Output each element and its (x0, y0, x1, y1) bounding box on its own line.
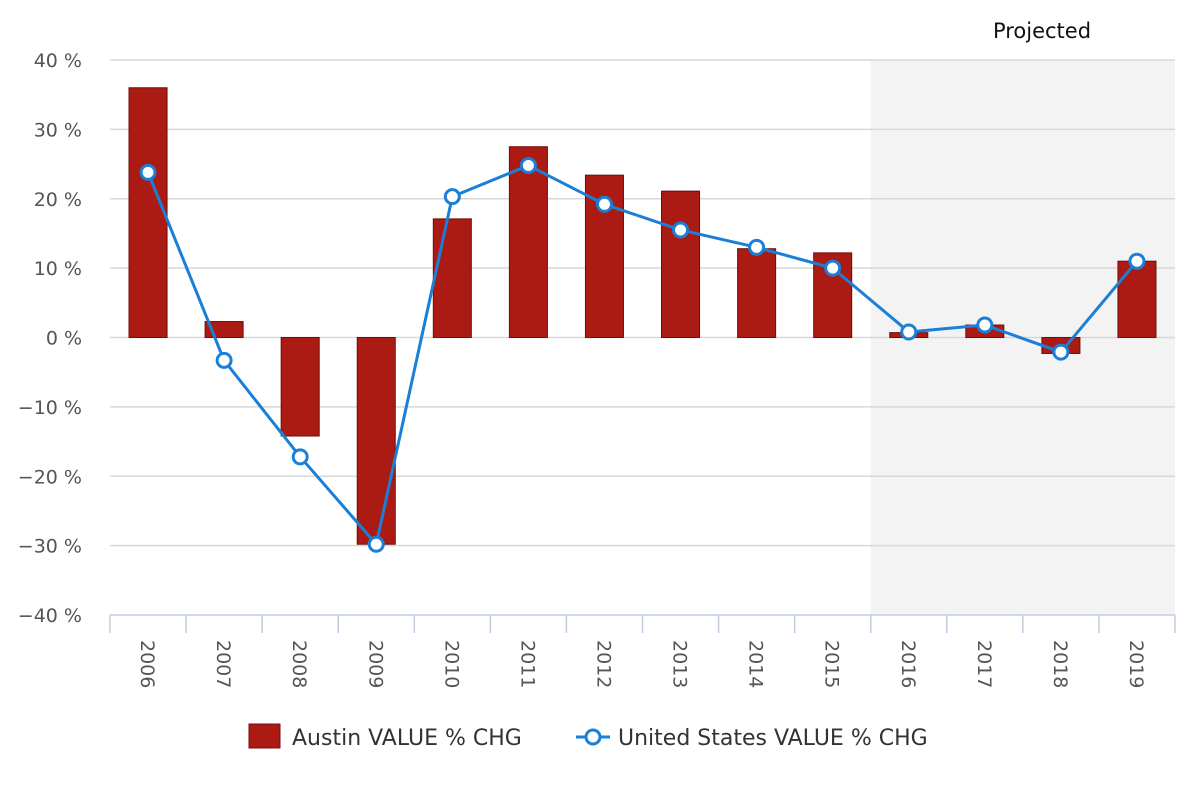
point-us-2016[interactable] (900, 323, 918, 341)
x-tick-label: 2018 (1049, 640, 1071, 688)
x-tick-label: 2010 (440, 640, 462, 688)
line-series (139, 156, 1146, 553)
x-tick-label: 2011 (516, 640, 538, 688)
bar-austin-2014[interactable] (737, 248, 777, 338)
y-tick-label: 0 % (46, 328, 82, 350)
point-us-2008[interactable] (291, 448, 309, 466)
bar-austin-2013[interactable] (661, 190, 701, 338)
y-axis-ticks: 40 % 30 % 20 % 10 % 0 % −10 % −20 % −30 % −40 % (18, 50, 82, 627)
legend-swatch-us-marker[interactable] (584, 728, 602, 746)
x-tick-label: 2016 (897, 640, 919, 688)
point-us-2015[interactable] (824, 259, 842, 277)
bar-austin-2010[interactable] (432, 218, 472, 338)
point-us-2006[interactable] (139, 163, 157, 181)
point-us-2019[interactable] (1128, 252, 1146, 270)
point-us-2007[interactable] (215, 351, 233, 369)
legend-label-us[interactable]: United States VALUE % CHG (618, 726, 928, 751)
point-us-2011[interactable] (519, 156, 537, 174)
y-tick-label: −30 % (18, 536, 82, 558)
x-axis (109, 614, 1176, 633)
point-us-2012[interactable] (595, 195, 613, 213)
x-axis-ticks: 2006 2007 2008 2009 2010 2011 2012 2013 2014 2015… (136, 640, 1147, 688)
x-tick-label: 2009 (364, 640, 386, 688)
y-tick-label: −20 % (18, 466, 82, 488)
legend: Austin VALUE % CHG United States VALUE %… (248, 723, 928, 751)
x-tick-label: 2014 (745, 640, 767, 688)
y-tick-label: 10 % (34, 258, 82, 280)
x-tick-label: 2006 (136, 640, 158, 688)
y-tick-label: 40 % (34, 50, 82, 72)
legend-label-austin[interactable]: Austin VALUE % CHG (292, 726, 522, 751)
point-us-2010[interactable] (443, 188, 461, 206)
point-us-2018[interactable] (1052, 343, 1070, 361)
bar-series (128, 87, 1157, 545)
projected-label: Projected (993, 19, 1091, 43)
bar-austin-2009[interactable] (356, 337, 396, 545)
y-tick-label: 20 % (34, 189, 82, 211)
bar-austin-2006[interactable] (128, 87, 168, 338)
y-tick-label: 30 % (34, 119, 82, 141)
x-tick-label: 2017 (973, 640, 995, 688)
y-tick-label: −10 % (18, 397, 82, 419)
bar-austin-2011[interactable] (508, 146, 548, 338)
x-tick-label: 2007 (212, 640, 234, 688)
grid-lines (110, 59, 1175, 547)
point-us-2013[interactable] (672, 221, 690, 239)
x-tick-label: 2015 (821, 640, 843, 688)
bar-austin-2019[interactable] (1117, 260, 1157, 338)
x-tick-label: 2013 (669, 640, 691, 688)
point-us-2009[interactable] (367, 535, 385, 553)
point-us-2017[interactable] (976, 316, 994, 334)
x-tick-label: 2008 (288, 640, 310, 688)
x-tick-label: 2019 (1125, 640, 1147, 688)
line-us (146, 163, 1139, 546)
legend-swatch-austin[interactable] (248, 723, 281, 749)
x-tick-label: 2012 (592, 640, 614, 688)
y-tick-label: −40 % (18, 605, 82, 627)
bar-austin-2008[interactable] (280, 337, 320, 437)
point-us-2014[interactable] (748, 238, 766, 256)
